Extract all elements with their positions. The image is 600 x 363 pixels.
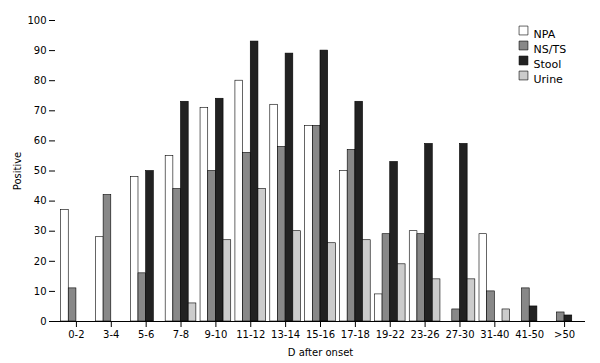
svg-text:31-40: 31-40: [480, 329, 509, 340]
svg-text:23-26: 23-26: [411, 329, 440, 340]
svg-text:NS/TS: NS/TS: [534, 43, 567, 56]
svg-text:Stool: Stool: [534, 58, 562, 71]
svg-text:3-4: 3-4: [103, 329, 119, 340]
svg-text:30: 30: [34, 225, 47, 236]
svg-text:15-16: 15-16: [306, 329, 335, 340]
svg-text:Urine: Urine: [534, 73, 564, 86]
svg-text:41-50: 41-50: [515, 329, 544, 340]
svg-text:17-18: 17-18: [341, 329, 370, 340]
svg-text:5-6: 5-6: [138, 329, 154, 340]
svg-text:50: 50: [34, 165, 47, 176]
svg-text:19-22: 19-22: [376, 329, 405, 340]
svg-text:40: 40: [34, 195, 47, 206]
svg-text:11-12: 11-12: [236, 329, 265, 340]
svg-text:Positive: Positive: [12, 152, 23, 191]
svg-text:27-30: 27-30: [445, 329, 474, 340]
svg-text:9-10: 9-10: [205, 329, 228, 340]
svg-text:D after onset: D after onset: [288, 347, 354, 358]
svg-text:0: 0: [40, 316, 46, 327]
svg-text:10: 10: [34, 286, 47, 297]
svg-text:>50: >50: [554, 329, 575, 340]
svg-text:100: 100: [27, 15, 46, 26]
svg-text:NPA: NPA: [534, 28, 556, 41]
svg-text:0-2: 0-2: [68, 329, 84, 340]
svg-text:13-14: 13-14: [271, 329, 300, 340]
svg-text:60: 60: [34, 135, 47, 146]
svg-text:7-8: 7-8: [173, 329, 189, 340]
svg-text:70: 70: [34, 105, 47, 116]
svg-text:90: 90: [34, 45, 47, 56]
svg-text:20: 20: [34, 255, 47, 266]
svg-text:80: 80: [34, 75, 47, 86]
